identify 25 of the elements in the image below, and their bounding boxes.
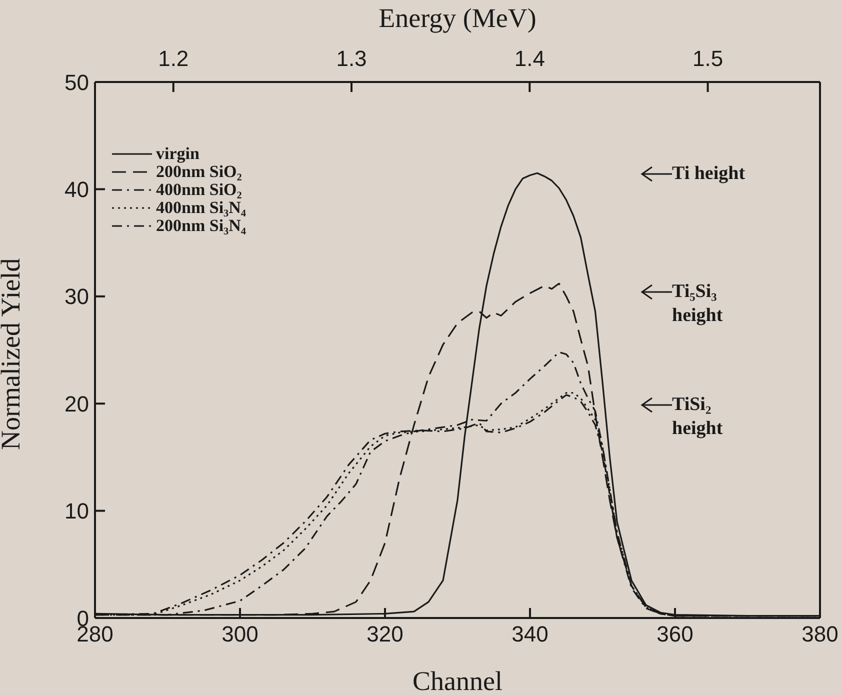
x2-tick-label: 1.5: [692, 46, 724, 71]
x-tick-label: 380: [802, 622, 838, 647]
annotation: Ti height: [672, 162, 746, 186]
y-tick-label: 20: [64, 391, 89, 416]
annotation: Ti₅Si₃ height: [672, 280, 723, 328]
x2-tick-label: 1.3: [336, 46, 367, 71]
y-tick-label: 50: [64, 70, 89, 95]
x-tick-label: 340: [512, 622, 548, 647]
x-tick-label: 300: [222, 622, 258, 647]
x-tick-label: 320: [366, 622, 404, 647]
legend-label: 400nm SiO₂: [156, 180, 242, 199]
legend-label: 400nm Si₃N₄: [156, 198, 246, 217]
y-tick-label: 40: [64, 177, 89, 202]
x-axis-title: Channel: [412, 666, 502, 695]
x2-tick-label: 1.4: [514, 46, 545, 71]
legend-label: virgin: [156, 144, 200, 163]
x2-tick-label: 1.2: [158, 46, 189, 71]
annotation: TiSi₂ height: [672, 393, 723, 441]
legend-label: 200nm SiO₂: [156, 162, 242, 181]
y-tick-label: 30: [64, 284, 89, 310]
y-tick-label: 10: [64, 498, 89, 524]
x-tick-label: 360: [656, 622, 694, 647]
legend-label: 200nm Si₃N₄: [156, 216, 246, 235]
x2-axis-title: Energy (MeV): [378, 3, 536, 34]
y-axis-title: Normalized Yield: [0, 258, 26, 450]
